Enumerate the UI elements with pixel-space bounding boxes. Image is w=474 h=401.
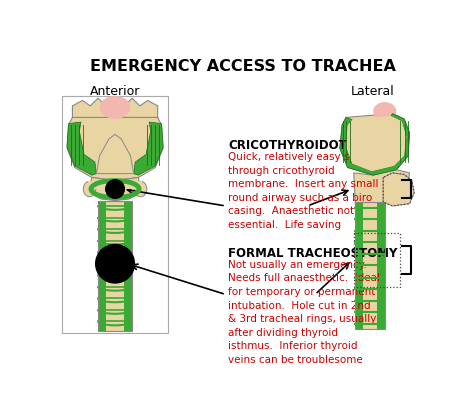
Polygon shape — [67, 117, 163, 180]
Polygon shape — [96, 134, 134, 174]
Text: Anterior: Anterior — [90, 85, 140, 98]
Polygon shape — [377, 202, 385, 329]
Polygon shape — [73, 98, 158, 121]
Polygon shape — [356, 202, 363, 329]
Polygon shape — [340, 113, 410, 175]
Text: Lateral: Lateral — [351, 85, 395, 98]
Polygon shape — [346, 116, 406, 171]
Polygon shape — [383, 173, 414, 206]
Polygon shape — [356, 202, 385, 329]
Ellipse shape — [135, 181, 147, 197]
Circle shape — [106, 180, 124, 198]
Polygon shape — [134, 122, 163, 175]
Polygon shape — [98, 200, 106, 332]
Ellipse shape — [83, 181, 96, 197]
Text: Not usually an emergency.
Needs full anaesthetic.  Ideal
for temporary or perman: Not usually an emergency. Needs full ana… — [228, 260, 380, 365]
Text: CRICOTHYROIDOTOMY: CRICOTHYROIDOTOMY — [228, 139, 377, 152]
Polygon shape — [340, 113, 410, 175]
Text: FORMAL TRACHEOSTOMY: FORMAL TRACHEOSTOMY — [228, 247, 398, 260]
Polygon shape — [354, 170, 410, 329]
Ellipse shape — [374, 103, 396, 120]
Polygon shape — [124, 200, 132, 332]
Circle shape — [96, 245, 135, 283]
Polygon shape — [88, 180, 142, 189]
Text: EMERGENCY ACCESS TO TRACHEA: EMERGENCY ACCESS TO TRACHEA — [90, 59, 396, 74]
Ellipse shape — [100, 97, 130, 118]
Polygon shape — [98, 200, 132, 332]
Text: Quick, relatively easy stab
through cricothyroid
membrane.  Insert any small
rou: Quick, relatively easy stab through cric… — [228, 152, 379, 230]
Polygon shape — [90, 178, 140, 200]
Polygon shape — [67, 122, 96, 175]
